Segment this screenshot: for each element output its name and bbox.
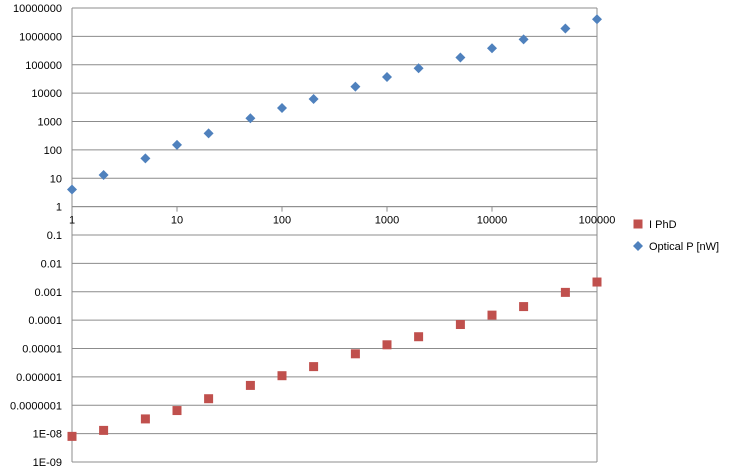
y-tick-label: 0.000001 (16, 372, 62, 384)
i-phd-point (350, 349, 360, 359)
optical-p-nw-point (560, 23, 571, 34)
i-phd-point (245, 380, 255, 390)
optical-p-nw-point (592, 14, 602, 25)
optical-p-nw-point (455, 52, 466, 63)
data-points (67, 14, 602, 441)
y-tick-label: 0.0001 (28, 315, 62, 327)
y-tick-label: 10 (50, 173, 62, 185)
optical-p-nw-point (382, 72, 392, 83)
optical-p-nw-point (98, 170, 109, 181)
y-tick-label: 0.1 (47, 230, 62, 242)
y-tick-label: 0.001 (34, 287, 62, 299)
i-phd-point (172, 406, 182, 416)
optical-p-nw-point (308, 94, 319, 105)
x-tick-label: 1 (69, 215, 75, 227)
legend-marker-optical-p-nw (633, 241, 643, 251)
y-tick-label: 0.00001 (22, 344, 62, 356)
y-tick-label: 0.0000001 (10, 400, 62, 412)
optical-p-nw-point (350, 81, 361, 92)
i-phd-point (99, 425, 109, 435)
gridlines (71, 7, 598, 463)
x-axis-tick-labels: 1 10 100 1000 10000 100000 (69, 215, 615, 227)
optical-p-nw-point (203, 128, 214, 139)
i-phd-point (309, 362, 319, 372)
optical-p-nw-point (245, 113, 256, 124)
i-phd-point (140, 414, 150, 424)
legend-label-optical-p-nw: Optical P [nW] (649, 241, 719, 253)
y-axis-tick-labels: 10000000 1000000 100000 10000 1000 100 10 1 0.1 0… (10, 3, 62, 469)
x-axis (71, 206, 598, 212)
i-phd-point (592, 277, 602, 287)
i-phd-point (277, 371, 287, 381)
optical-p-nw-point (140, 153, 151, 164)
legend: I PhD Optical P [nW] (633, 219, 719, 253)
y-tick-label: 1000000 (19, 31, 62, 43)
legend-marker-i-phd (633, 219, 643, 229)
optical-p-nw-point (277, 102, 287, 113)
x-tick-label: 100000 (579, 215, 616, 227)
optical-p-nw-point (67, 184, 77, 195)
x-tick-label: 10 (171, 215, 183, 227)
i-phd-point (519, 302, 529, 312)
i-phd-point (414, 332, 424, 342)
optical-p-nw-point (172, 139, 182, 150)
i-phd-point (560, 287, 570, 297)
y-tick-label: 1000 (38, 117, 62, 129)
y-tick-label: 0.01 (41, 258, 62, 270)
optical-p-nw-point (518, 34, 529, 45)
x-tick-label: 100 (273, 215, 291, 227)
y-tick-label: 1 (56, 202, 62, 214)
legend-label-i-phd: I PhD (649, 219, 677, 231)
i-phd-point (487, 310, 497, 320)
optical-p-nw-point (413, 63, 424, 74)
optical-p-nw-point (487, 43, 497, 54)
i-phd-point (204, 394, 214, 404)
y-tick-label: 1E-08 (33, 429, 62, 441)
y-tick-label: 100 (44, 145, 62, 157)
i-phd-point (382, 340, 392, 350)
x-tick-label: 10000 (477, 215, 508, 227)
i-phd-point (455, 320, 465, 330)
y-tick-label: 1E-09 (33, 457, 62, 469)
x-tick-label: 1000 (375, 215, 399, 227)
y-tick-label: 10000000 (13, 3, 62, 15)
y-tick-label: 10000 (31, 88, 62, 100)
i-phd-point (67, 431, 77, 441)
y-tick-label: 100000 (25, 60, 62, 72)
